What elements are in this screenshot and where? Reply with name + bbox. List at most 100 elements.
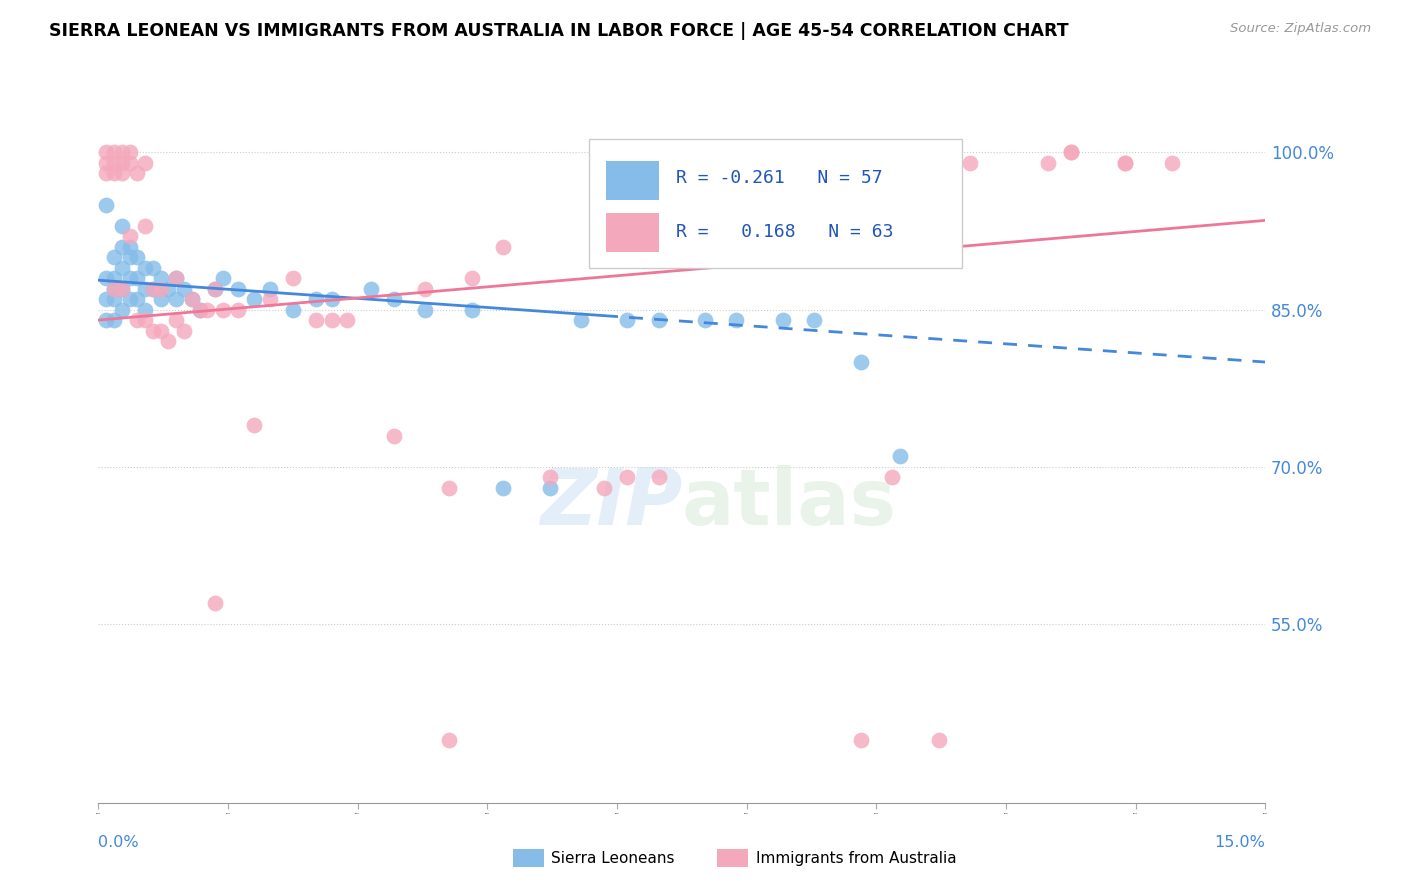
Point [281,302,304,317]
Point [149,271,172,285]
Point [111,239,134,253]
Point [212,302,235,317]
Point [103,282,125,296]
Point [880,470,903,484]
Point [111,219,134,233]
Point [772,313,794,327]
Point [243,292,266,306]
Point [118,145,141,160]
Point [96,155,118,169]
Point [111,155,134,169]
Point [173,324,195,338]
Point [111,282,134,296]
Point [96,166,118,180]
Point [149,324,172,338]
Text: 0.0%: 0.0% [98,836,139,850]
Point [127,292,149,306]
Point [111,166,134,180]
Point [103,271,125,285]
Point [1114,155,1136,169]
Point [111,282,134,296]
Point [616,313,638,327]
Point [118,250,141,264]
Point [127,313,149,327]
Point [1060,145,1083,160]
Point [382,428,405,442]
Point [321,313,343,327]
Point [142,282,165,296]
Point [111,302,134,317]
Point [849,355,872,369]
Point [111,145,134,160]
Point [103,282,125,296]
Point [165,271,187,285]
Point [461,302,484,317]
Point [928,732,950,747]
Point [96,197,118,211]
Point [204,282,226,296]
Point [803,313,825,327]
Point [880,155,903,169]
Point [188,302,211,317]
Point [413,302,436,317]
Point [228,282,250,296]
Point [142,260,165,275]
Text: R =   0.168   N = 63: R = 0.168 N = 63 [676,223,894,241]
Text: R = -0.261   N = 57: R = -0.261 N = 57 [676,169,883,187]
Point [461,271,484,285]
Text: Sierra Leoneans: Sierra Leoneans [551,851,675,865]
Point [134,282,156,296]
Text: Source: ZipAtlas.com: Source: ZipAtlas.com [1230,22,1371,36]
Y-axis label: In Labor Force | Age 45-54: In Labor Force | Age 45-54 [0,340,8,552]
Point [127,250,149,264]
Point [803,155,825,169]
Text: 15.0%: 15.0% [1215,836,1265,850]
Point [103,292,125,306]
Text: Immigrants from Australia: Immigrants from Australia [756,851,957,865]
Point [157,282,180,296]
Point [118,155,141,169]
Point [259,292,281,306]
FancyBboxPatch shape [606,212,658,252]
Point [118,229,141,244]
Point [96,271,118,285]
Point [1114,155,1136,169]
Point [228,302,250,317]
Point [849,732,872,747]
Point [204,596,226,610]
Point [305,292,328,306]
Point [695,313,717,327]
Point [165,313,187,327]
Point [103,313,125,327]
Point [165,271,187,285]
Point [180,292,202,306]
Point [281,271,304,285]
Point [127,271,149,285]
Point [204,282,226,296]
Point [492,481,515,495]
Text: SIERRA LEONEAN VS IMMIGRANTS FROM AUSTRALIA IN LABOR FORCE | AGE 45-54 CORRELATI: SIERRA LEONEAN VS IMMIGRANTS FROM AUSTRA… [49,22,1069,40]
Point [538,470,561,484]
Point [1161,155,1184,169]
Point [382,292,405,306]
Point [647,470,669,484]
Point [118,271,141,285]
Point [103,155,125,169]
Point [157,334,180,348]
Point [569,313,592,327]
Point [111,260,134,275]
Point [259,282,281,296]
Point [593,481,616,495]
Point [725,313,748,327]
Point [437,732,460,747]
Point [195,302,218,317]
Point [103,250,125,264]
Point [360,282,382,296]
Point [134,155,156,169]
Point [188,302,211,317]
Point [321,292,343,306]
FancyBboxPatch shape [589,139,962,268]
Point [149,292,172,306]
Point [118,239,141,253]
Point [134,219,156,233]
